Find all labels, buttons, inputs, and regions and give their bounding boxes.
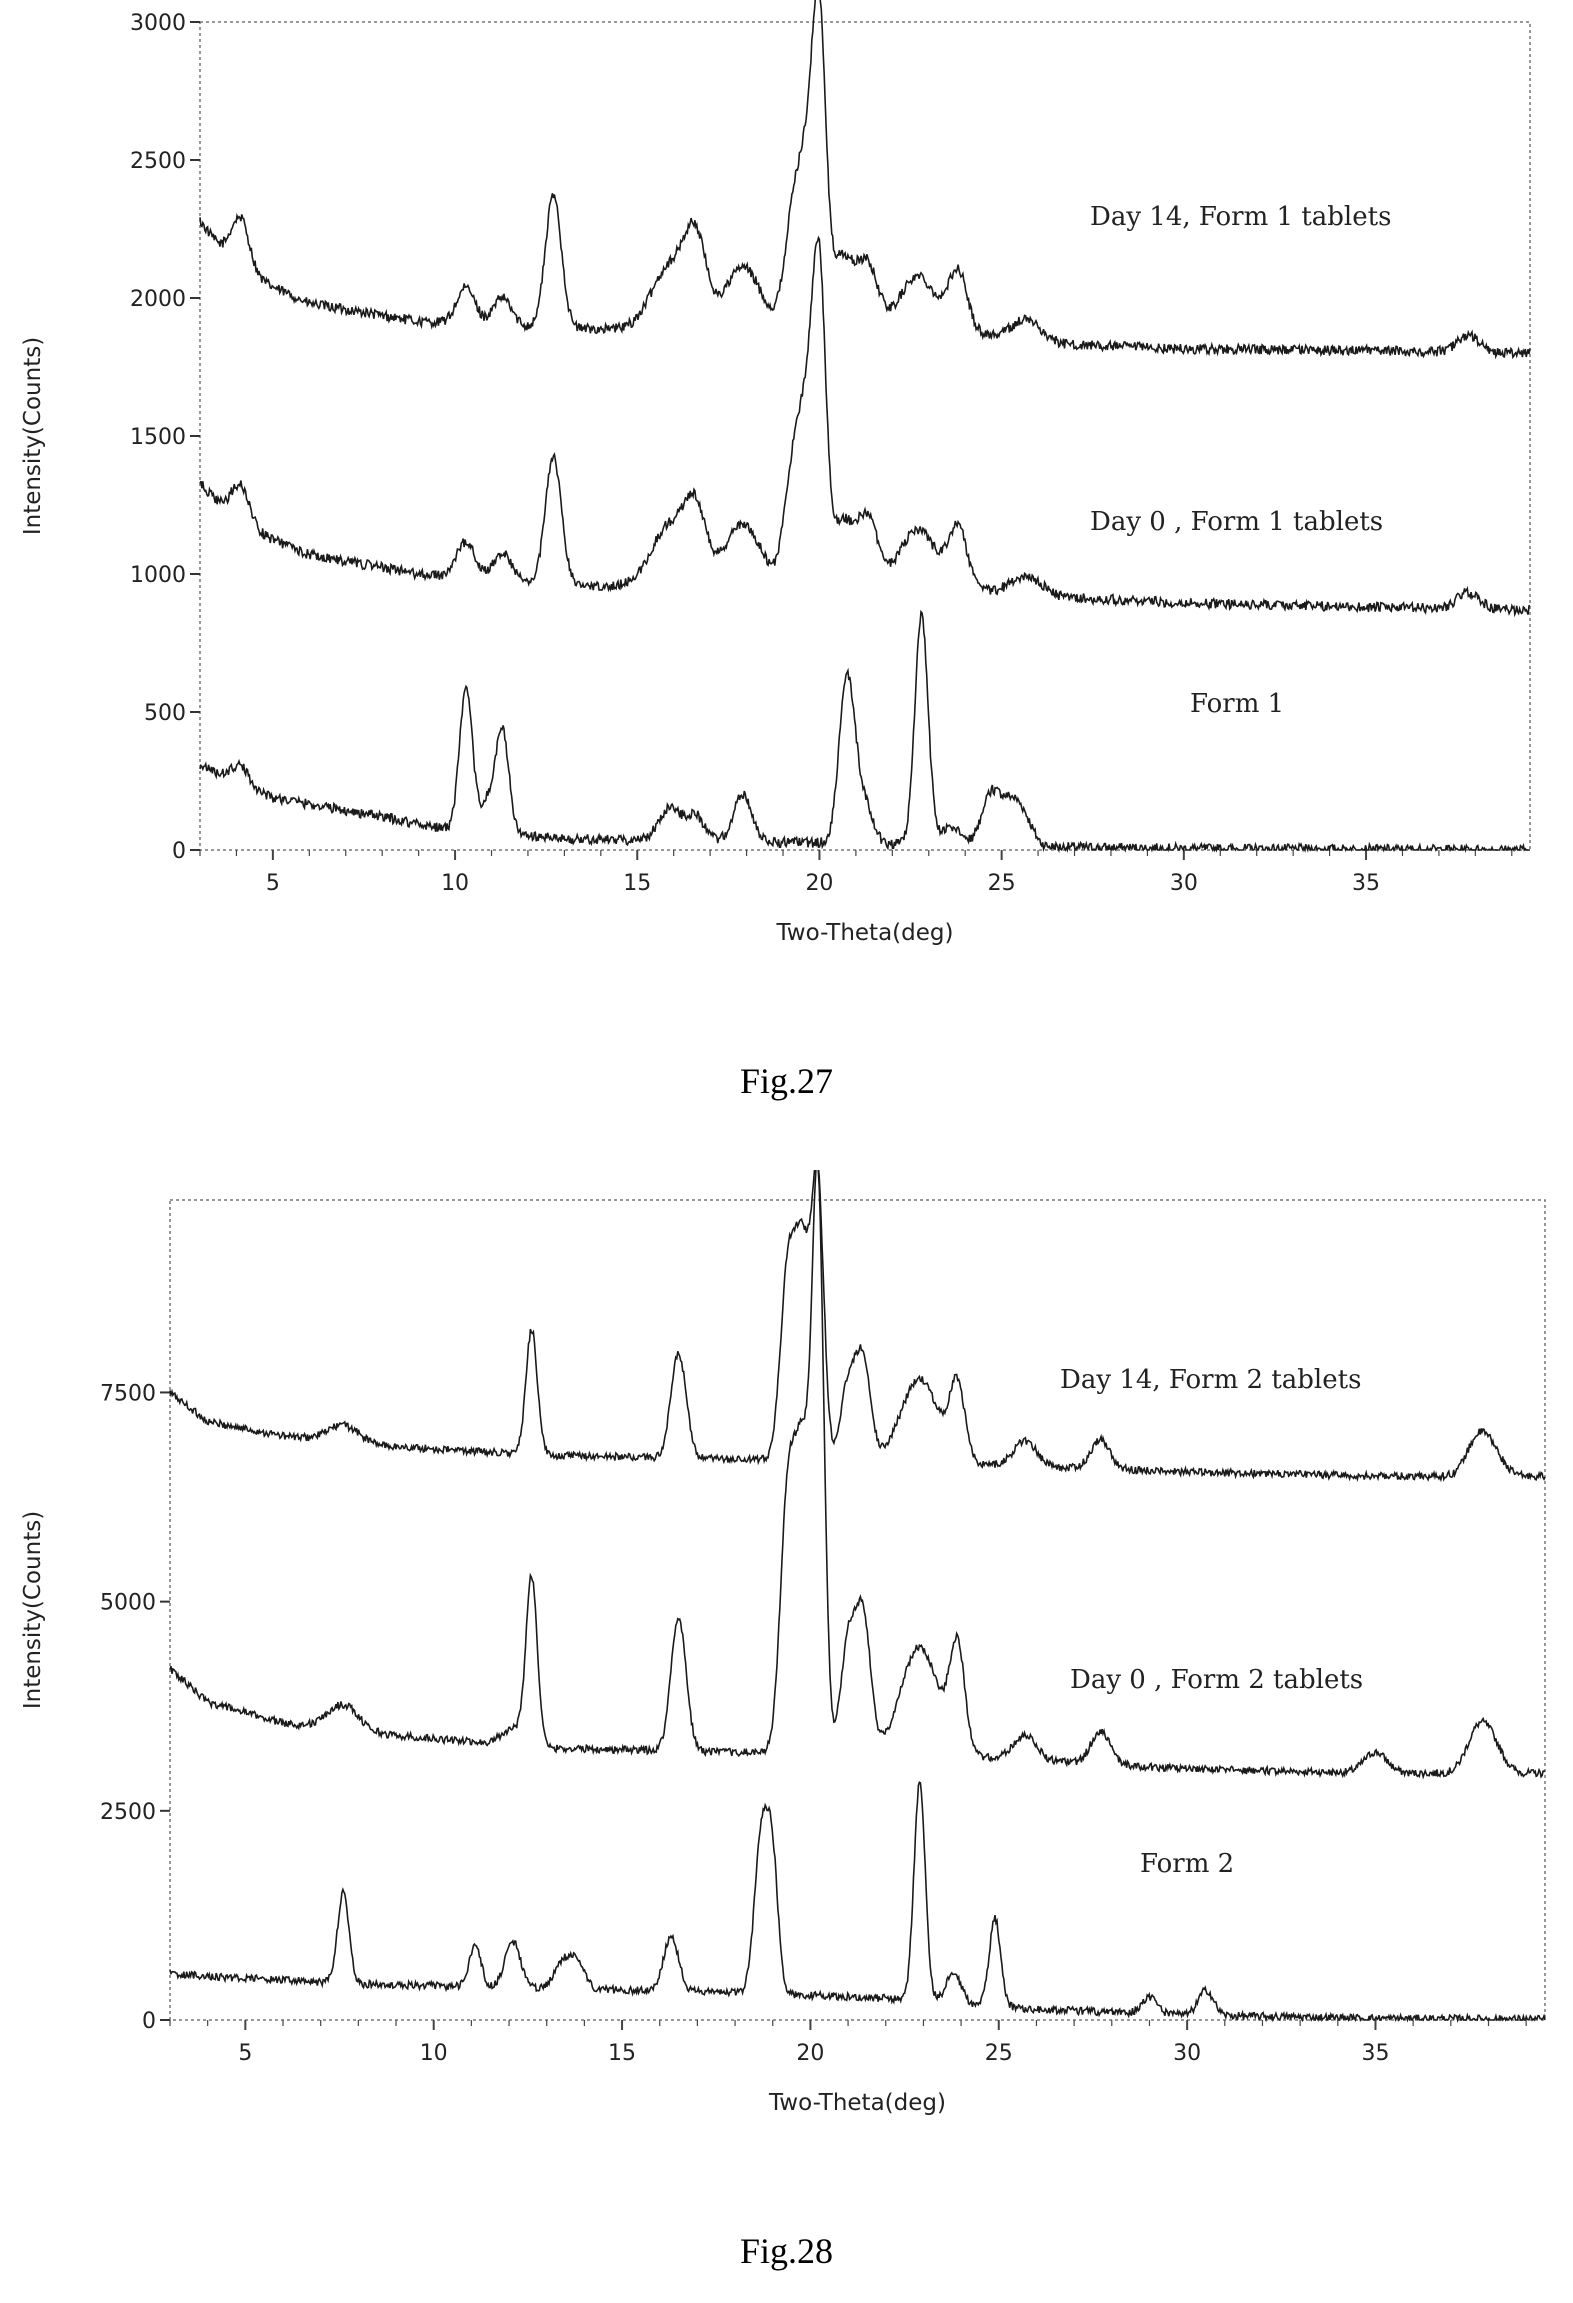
y-tick-label: 1000	[130, 563, 186, 588]
x-tick-label: 35	[1352, 871, 1380, 896]
xrpd-chart-fig28: 0 2500 5000 7500 5 10 15 20 25 30 35 Two-Theta(deg)…	[0, 1170, 1573, 2130]
xrpd-chart-fig27: 0 500 1000 1500 2000 2500 3000 5 10 15 20 25 30 35 Two…	[0, 0, 1573, 1000]
x-tick-label: 5	[266, 871, 280, 896]
series-line	[199, 0, 1531, 360]
series-line	[169, 1781, 1546, 2024]
x-axis-title: Two-Theta(deg)	[776, 920, 954, 946]
series-line	[199, 609, 1530, 854]
y-tick-label: 5000	[100, 1591, 156, 1616]
series-label: Day 14, Form 2 tablets	[1060, 1365, 1361, 1395]
series-label: Day 0 , Form 2 tablets	[1070, 1665, 1363, 1695]
plot-frame	[169, 1199, 1546, 2021]
x-axis-title: Two-Theta(deg)	[768, 2090, 946, 2116]
y-axis-title: Intensity(Counts)	[20, 337, 46, 535]
series-line	[169, 1170, 1546, 1483]
series-label: Form 1	[1190, 689, 1284, 719]
y-tick-label: 1500	[130, 425, 186, 450]
y-tick-label: 2000	[130, 287, 186, 312]
series-label: Form 2	[1140, 1849, 1234, 1879]
y-tick-label: 0	[172, 839, 186, 864]
x-tick-label: 10	[420, 2041, 448, 2066]
y-tick-label: 0	[142, 2009, 156, 2034]
series-label: Day 0 , Form 1 tablets	[1090, 507, 1383, 537]
y-tick-label: 2500	[100, 1800, 156, 1825]
plot-frame	[199, 21, 1531, 851]
x-tick-label: 15	[608, 2041, 636, 2066]
x-tick-label: 5	[238, 2041, 252, 2066]
x-tick-label: 25	[988, 871, 1016, 896]
y-axis-title: Intensity(Counts)	[20, 1511, 46, 1709]
y-tick-label: 3000	[130, 11, 186, 36]
series-line	[199, 235, 1531, 618]
figure-caption: Fig.28	[739, 2231, 834, 2271]
y-tick-label: 500	[144, 701, 186, 726]
y-tick-label: 2500	[130, 149, 186, 174]
x-tick-label: 35	[1361, 2041, 1389, 2066]
chart-svg: 0 2500 5000 7500 5 10 15 20 25 30 35 Two-Theta(deg)…	[20, 1170, 1546, 2116]
chart-svg: 0 500 1000 1500 2000 2500 3000 5 10 15 20 25 30 35 Two…	[20, 0, 1531, 946]
series-label: Day 14, Form 1 tablets	[1090, 202, 1391, 232]
x-tick-label: 20	[805, 871, 833, 896]
series-line	[169, 1170, 1546, 1780]
figure-caption: Fig.27	[739, 1061, 834, 1101]
x-tick-label: 25	[985, 2041, 1013, 2066]
x-tick-label: 20	[796, 2041, 824, 2066]
x-tick-label: 15	[623, 871, 651, 896]
x-tick-label: 30	[1173, 2041, 1201, 2066]
x-tick-label: 10	[441, 871, 469, 896]
x-tick-label: 30	[1170, 871, 1198, 896]
y-tick-label: 7500	[100, 1381, 156, 1406]
